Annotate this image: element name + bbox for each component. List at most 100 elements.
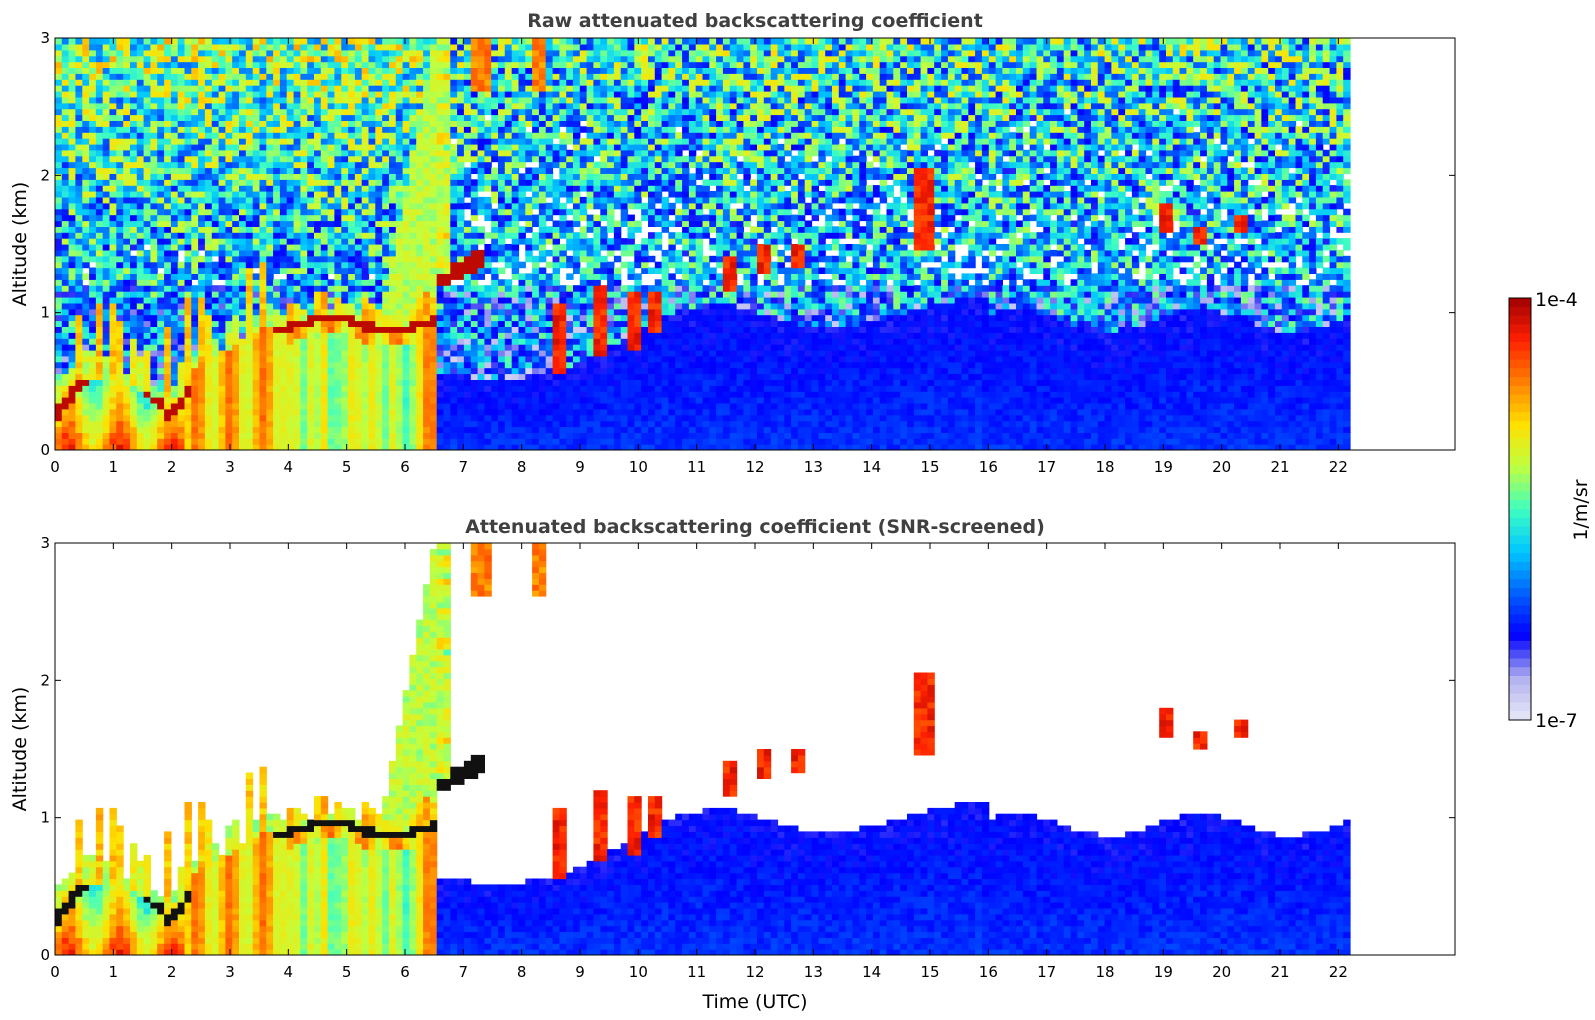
top-heatmap-cell <box>320 85 329 92</box>
top-heatmap-cell <box>157 432 165 439</box>
top-heatmap-cell <box>477 138 485 145</box>
top-heatmap-cell <box>538 179 547 186</box>
top-heatmap-cell <box>429 114 438 121</box>
top-heatmap-cell <box>225 297 233 304</box>
top-heatmap-cell <box>375 102 383 110</box>
top-heatmap-cell <box>538 43 547 51</box>
top-heatmap-cell <box>457 238 465 245</box>
top-heatmap-cell <box>259 444 267 450</box>
top-heatmap-cell <box>116 326 124 333</box>
top-heatmap-cell <box>109 379 117 386</box>
top-heatmap-cell <box>109 73 117 80</box>
top-heatmap-cell <box>75 155 83 163</box>
top-heatmap-cell <box>470 438 479 445</box>
top-heatmap-cell <box>484 143 492 151</box>
top-heatmap-cell <box>273 355 281 363</box>
top-heatmap-cell <box>348 344 356 351</box>
top-heatmap-cell <box>354 302 363 310</box>
top-heatmap-cell <box>300 202 308 210</box>
top-heatmap-cell <box>89 91 97 98</box>
top-heatmap-cell <box>232 367 240 375</box>
top-heatmap-cell <box>123 344 131 351</box>
top-heatmap-cell <box>109 438 117 445</box>
top-heatmap-cell <box>279 202 288 210</box>
top-heatmap-cell <box>198 261 206 269</box>
top-heatmap-cell <box>491 214 499 222</box>
top-heatmap-cell <box>157 143 165 151</box>
top-heatmap-cell <box>484 349 492 357</box>
top-heatmap-cell <box>191 126 199 133</box>
top-heatmap-cell <box>95 96 104 104</box>
top-heatmap-cell <box>55 397 63 404</box>
top-heatmap-cell <box>82 320 90 327</box>
top-heatmap-cell <box>143 338 151 345</box>
top-heatmap-cell <box>395 61 404 68</box>
top-heatmap-cell <box>423 379 431 386</box>
top-heatmap-cell <box>429 61 438 68</box>
top-heatmap-cell <box>532 149 540 157</box>
top-heatmap-cell <box>334 414 342 422</box>
top-heatmap-cell <box>518 426 526 433</box>
top-heatmap-cell <box>470 255 479 263</box>
top-heatmap-cell <box>463 167 472 174</box>
top-heatmap-cell <box>463 143 472 151</box>
top-heatmap-cell <box>232 361 240 369</box>
top-heatmap-cell <box>450 385 458 392</box>
top-heatmap-cell <box>198 73 206 80</box>
top-heatmap-cell <box>89 149 97 157</box>
top-heatmap-cell <box>55 173 63 180</box>
top-heatmap-cell <box>136 132 145 139</box>
top-heatmap-cell <box>423 138 431 145</box>
top-heatmap-cell <box>164 96 172 104</box>
top-heatmap-cell <box>375 291 383 298</box>
top-heatmap-cell <box>136 108 145 116</box>
top-heatmap-cell <box>191 138 199 145</box>
top-heatmap-cell <box>286 196 295 204</box>
top-heatmap-cell <box>518 302 526 310</box>
top-heatmap-cell <box>225 426 233 433</box>
top-heatmap-cell <box>498 85 506 92</box>
top-heatmap-cell <box>463 49 472 57</box>
top-heatmap-cell <box>130 308 138 316</box>
top-heatmap-cell <box>348 255 356 263</box>
top-heatmap-cell <box>109 426 117 433</box>
top-heatmap-cell <box>89 244 97 251</box>
top-heatmap-cell <box>95 220 104 227</box>
top-heatmap-cell <box>136 114 145 121</box>
top-heatmap-cell <box>184 420 192 428</box>
top-heatmap-cell <box>293 355 301 363</box>
top-heatmap-cell <box>211 297 220 304</box>
top-heatmap-cell <box>368 138 376 145</box>
top-heatmap-cell <box>443 167 451 174</box>
top-heatmap-cell <box>218 138 226 145</box>
top-heatmap-cell <box>239 414 247 422</box>
top-heatmap-cell <box>109 91 117 98</box>
top-heatmap-cell <box>177 202 186 210</box>
top-heatmap-cell <box>382 161 390 169</box>
top-heatmap-cell <box>361 232 370 239</box>
top-heatmap-cell <box>61 79 70 86</box>
top-heatmap-cell <box>273 432 281 439</box>
top-heatmap-cell <box>116 138 124 145</box>
top-heatmap-cell <box>300 285 308 292</box>
top-heatmap-cell <box>239 43 247 51</box>
top-heatmap-cell <box>532 185 540 192</box>
top-heatmap-cell <box>409 91 417 98</box>
top-heatmap-cell <box>259 297 267 304</box>
top-heatmap-cell <box>525 420 533 428</box>
top-heatmap-cell <box>157 302 165 310</box>
top-heatmap-cell <box>150 297 158 304</box>
top-heatmap-cell <box>457 196 465 204</box>
top-heatmap-cell <box>341 285 349 292</box>
top-heatmap-cell <box>170 38 179 45</box>
top-heatmap-cell <box>307 214 315 222</box>
top-heatmap-cell <box>498 238 506 245</box>
top-heatmap-cell <box>116 173 124 180</box>
top-heatmap-cell <box>457 138 465 145</box>
top-heatmap-cell <box>164 402 172 410</box>
top-heatmap-cell <box>204 249 213 257</box>
top-heatmap-cell <box>211 244 220 251</box>
top-heatmap-cell <box>429 314 438 322</box>
top-heatmap-cell <box>82 191 90 198</box>
top-heatmap-cell <box>320 291 329 298</box>
